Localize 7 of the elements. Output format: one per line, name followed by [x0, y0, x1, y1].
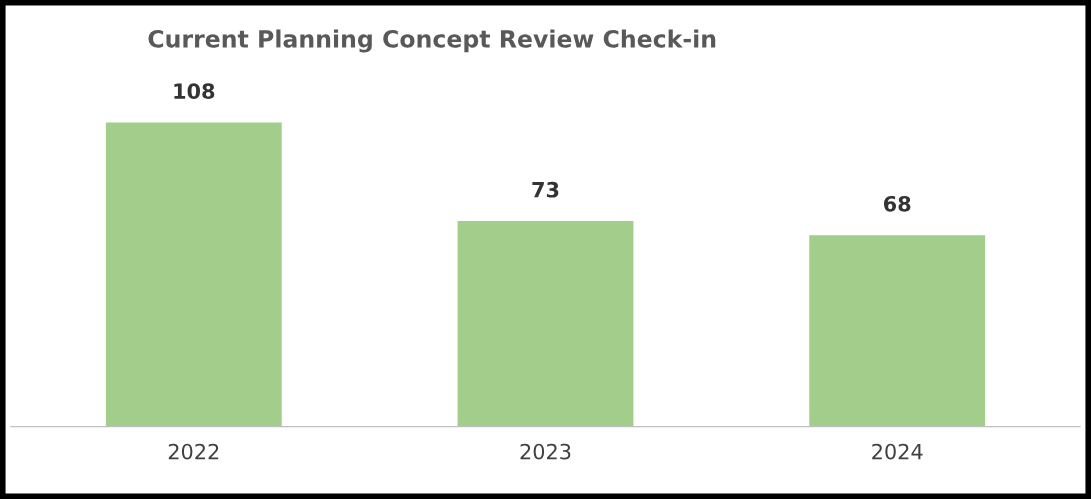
- x-tick-label: 2023: [520, 443, 571, 460]
- x-tick-label: 2022: [168, 443, 219, 460]
- chart-title: Current Planning Concept Review Check-in: [148, 29, 716, 53]
- data-label: 108: [174, 83, 215, 100]
- data-label: 68: [884, 195, 911, 212]
- data-label: 73: [532, 181, 559, 198]
- x-tick-label: 2024: [872, 443, 923, 460]
